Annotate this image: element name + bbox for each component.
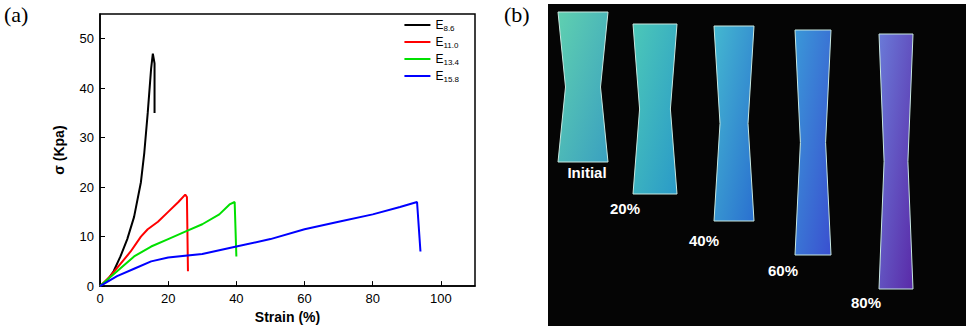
svg-text:13.4: 13.4 [443, 58, 459, 67]
svg-text:E: E [435, 69, 443, 83]
svg-text:15.8: 15.8 [443, 75, 459, 84]
html-text:80%: 80% [851, 294, 881, 311]
html-text:(b): (b) [504, 2, 530, 27]
svg-text:20: 20 [80, 180, 94, 195]
svg-text:8.6: 8.6 [443, 24, 455, 33]
svg-text:100: 100 [430, 291, 452, 306]
svg-text:Strain (%): Strain (%) [255, 309, 320, 325]
svg-text:E: E [435, 52, 443, 66]
svg-text:40: 40 [229, 291, 243, 306]
svg-text:σ (Kpa): σ (Kpa) [51, 125, 67, 174]
svg-text:60: 60 [297, 291, 311, 306]
html-text:(a): (a) [4, 2, 29, 27]
html-text:Initial: Initial [567, 164, 607, 181]
svg-text:10: 10 [80, 229, 94, 244]
svg-text:40: 40 [80, 81, 94, 96]
svg-text:E: E [435, 35, 443, 49]
svg-text:30: 30 [80, 130, 94, 145]
svg-text:80: 80 [365, 291, 379, 306]
svg-text:0: 0 [96, 291, 103, 306]
html-text:40%: 40% [689, 232, 719, 249]
html-text:20%: 20% [610, 200, 640, 217]
html-text:60%: 60% [768, 262, 798, 279]
svg-text:50: 50 [80, 31, 94, 46]
svg-text:20: 20 [161, 291, 175, 306]
svg-text:E: E [435, 18, 443, 32]
svg-text:11.0: 11.0 [443, 41, 459, 50]
svg-text:0: 0 [87, 279, 94, 294]
